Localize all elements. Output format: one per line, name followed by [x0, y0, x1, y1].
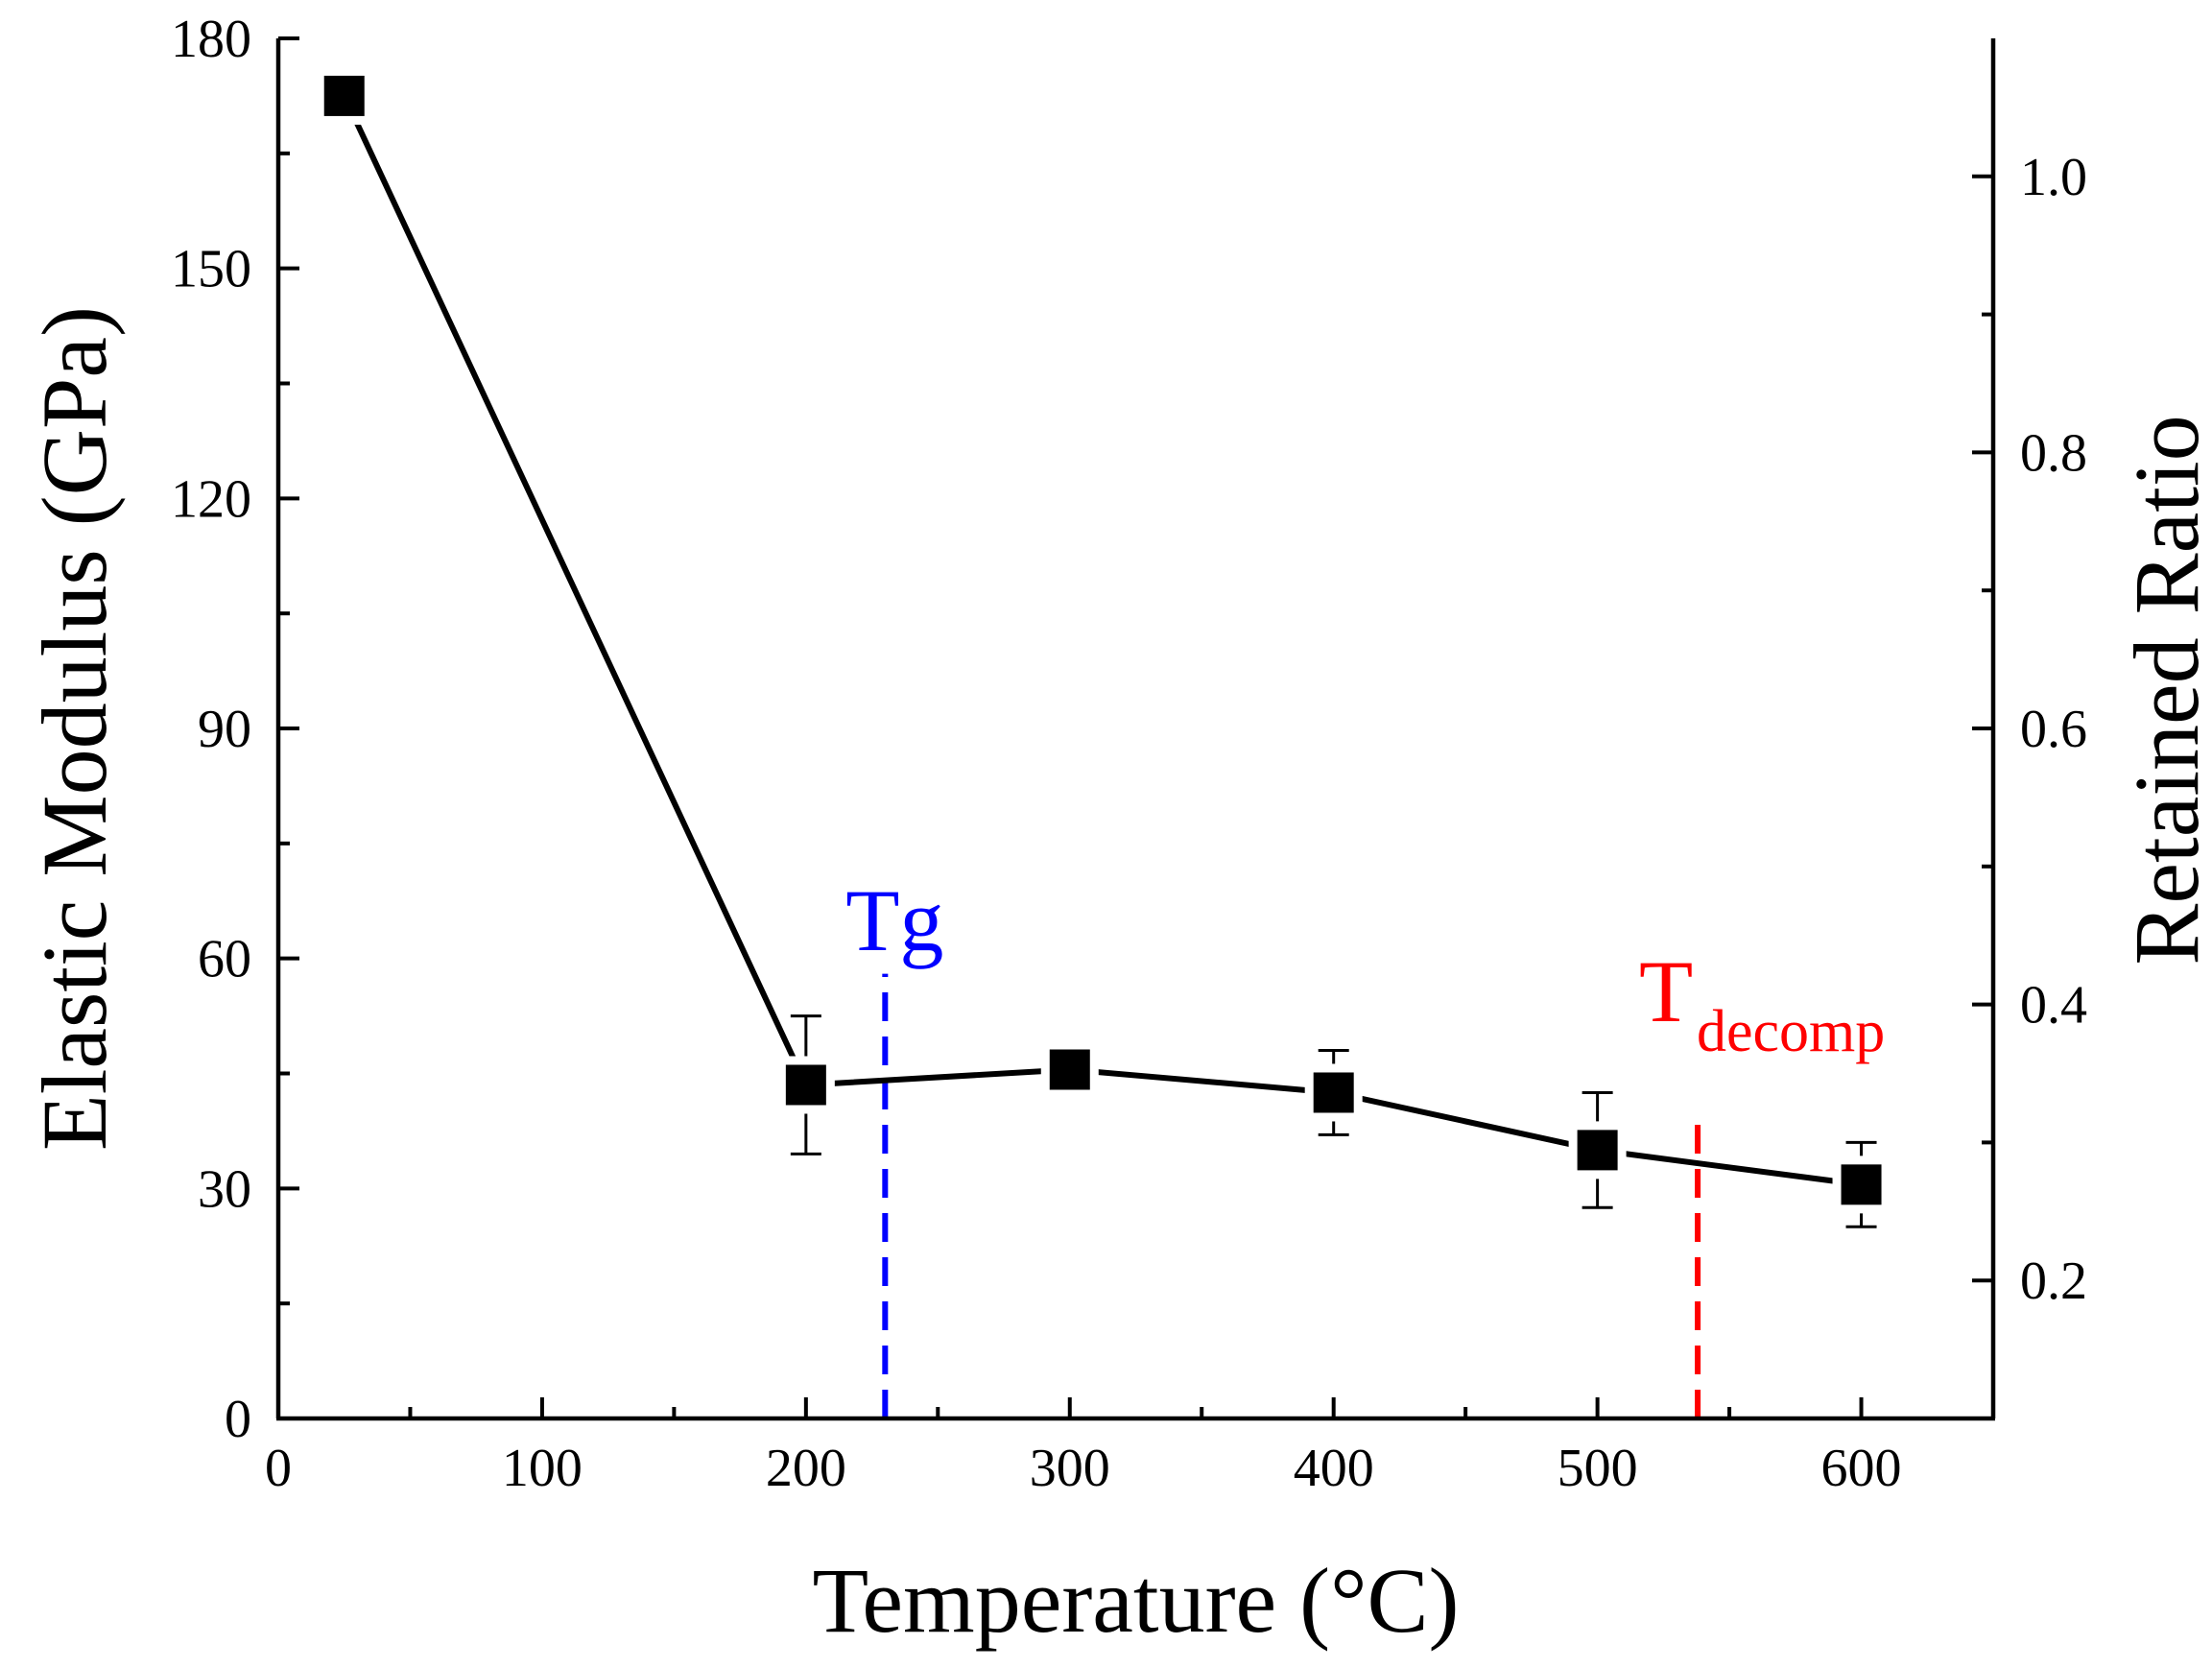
data-point: [1313, 1072, 1354, 1113]
x-tick-label: 200: [766, 1439, 846, 1498]
x-tick-label: 300: [1030, 1439, 1110, 1498]
x-tick-label: 500: [1558, 1439, 1638, 1498]
y-tick-label: 0: [225, 1390, 251, 1449]
y-axis-title: Elastic Modulus (GPa): [23, 306, 126, 1151]
data-point: [323, 75, 365, 116]
y-tick-label: 90: [198, 700, 251, 759]
tg-label: Tg: [845, 871, 943, 969]
y2-axis-title: Retained Ratio: [2115, 415, 2212, 965]
y2-tick-label: 0.4: [2020, 976, 2087, 1036]
tdecomp-label-sub: decomp: [1697, 999, 1885, 1064]
y2-tick-label: 1.0: [2020, 148, 2087, 207]
y-tick-label: 60: [198, 930, 251, 989]
y2-tick-label: 0.6: [2020, 700, 2087, 759]
x-tick-label: 100: [502, 1439, 583, 1498]
y2-tick-label: 0.2: [2020, 1251, 2087, 1311]
data-point: [1049, 1049, 1090, 1090]
series-line: [342, 94, 1862, 1188]
y-tick-label: 120: [171, 469, 251, 529]
y-tick-label: 150: [171, 240, 251, 299]
x-tick-label: 0: [265, 1439, 292, 1498]
y2-tick-label: 0.8: [2020, 423, 2087, 483]
data-point: [1841, 1164, 1882, 1205]
tdecomp-label-main: T: [1639, 942, 1693, 1040]
x-axis-title: Temperature (°C): [812, 1549, 1459, 1652]
data-point: [1577, 1130, 1618, 1171]
y-tick-label: 30: [198, 1159, 251, 1219]
x-tick-label: 400: [1294, 1439, 1374, 1498]
data-point: [785, 1064, 826, 1106]
x-tick-label: 600: [1821, 1439, 1902, 1498]
y-tick-label: 180: [171, 10, 251, 69]
